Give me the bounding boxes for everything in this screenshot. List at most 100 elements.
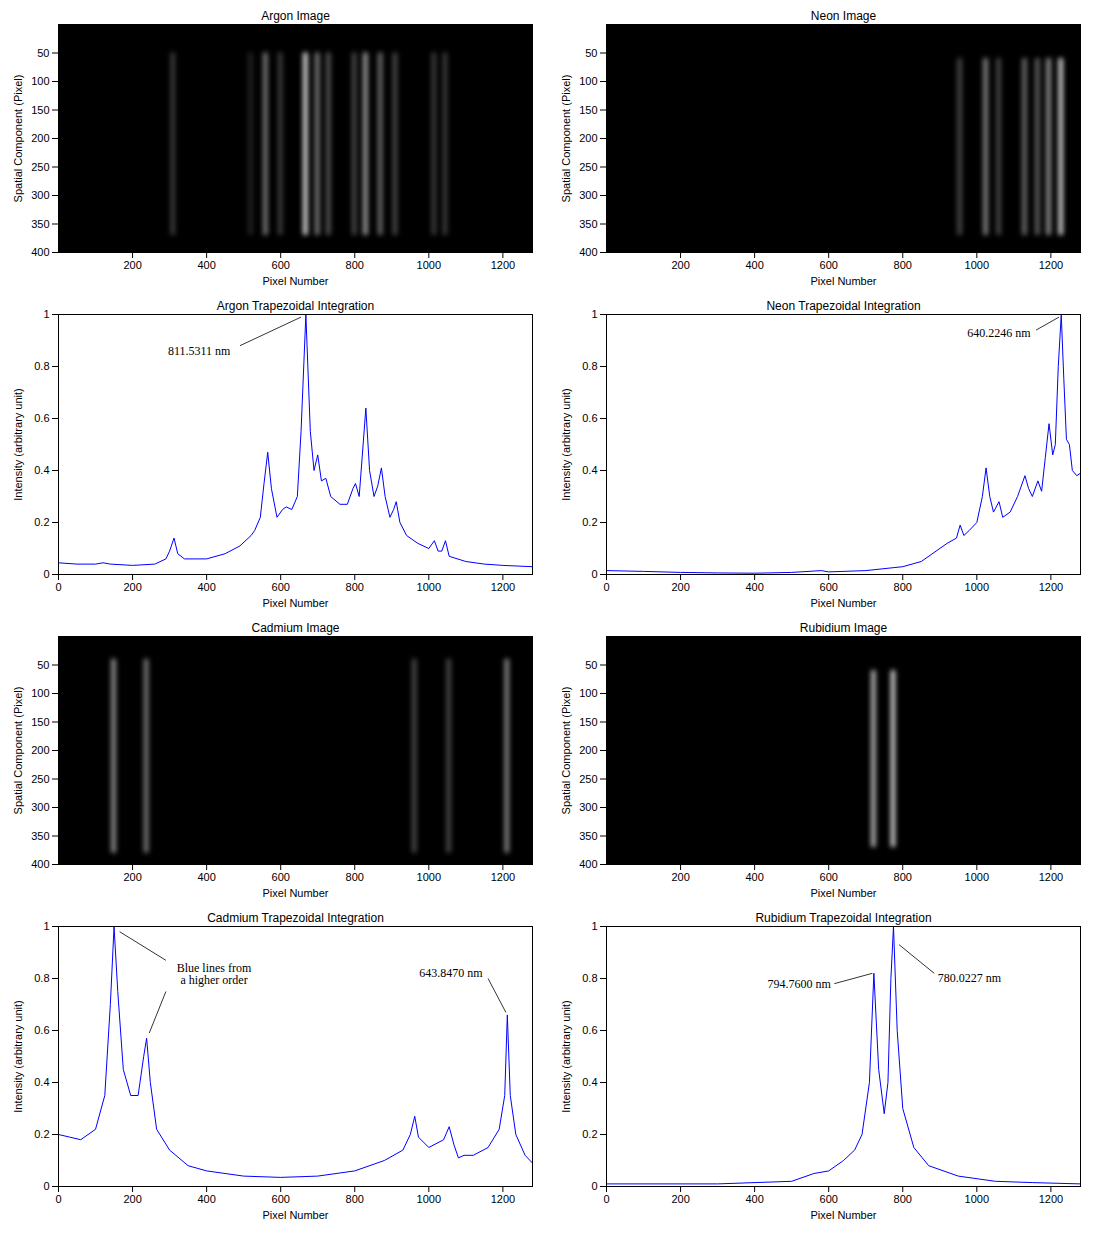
svg-text:600: 600 bbox=[820, 581, 838, 593]
svg-text:Rubidium Trapezoidal Integrati: Rubidium Trapezoidal Integration bbox=[755, 911, 931, 925]
svg-text:0.8: 0.8 bbox=[34, 360, 49, 372]
svg-text:1000: 1000 bbox=[965, 581, 989, 593]
svg-text:1000: 1000 bbox=[417, 581, 441, 593]
svg-text:0.4: 0.4 bbox=[582, 1076, 597, 1088]
svg-text:0.6: 0.6 bbox=[582, 412, 597, 424]
svg-text:200: 200 bbox=[671, 1193, 689, 1205]
svg-text:600: 600 bbox=[820, 259, 838, 271]
svg-text:400: 400 bbox=[579, 246, 597, 258]
svg-text:1000: 1000 bbox=[965, 1193, 989, 1205]
svg-text:250: 250 bbox=[31, 161, 49, 173]
svg-text:0.2: 0.2 bbox=[34, 516, 49, 528]
svg-text:200: 200 bbox=[31, 132, 49, 144]
svg-text:780.0227 nm: 780.0227 nm bbox=[938, 971, 1002, 985]
svg-text:0.8: 0.8 bbox=[582, 972, 597, 984]
svg-text:Pixel Number: Pixel Number bbox=[810, 887, 876, 899]
svg-text:Pixel Number: Pixel Number bbox=[810, 597, 876, 609]
svg-text:300: 300 bbox=[31, 801, 49, 813]
svg-text:400: 400 bbox=[31, 858, 49, 870]
svg-text:Pixel Number: Pixel Number bbox=[810, 1209, 876, 1221]
svg-text:50: 50 bbox=[37, 47, 49, 59]
svg-text:1200: 1200 bbox=[1039, 259, 1063, 271]
svg-text:Rubidium Image: Rubidium Image bbox=[800, 621, 888, 635]
svg-text:1: 1 bbox=[43, 308, 49, 320]
svg-text:800: 800 bbox=[894, 581, 912, 593]
svg-text:1200: 1200 bbox=[491, 581, 515, 593]
svg-text:600: 600 bbox=[272, 871, 290, 883]
svg-text:0: 0 bbox=[591, 1180, 597, 1192]
svg-text:Spatial Component (Pixel): Spatial Component (Pixel) bbox=[12, 75, 24, 203]
svg-text:250: 250 bbox=[31, 773, 49, 785]
svg-text:Intensity (arbitrary unit): Intensity (arbitrary unit) bbox=[12, 1000, 24, 1112]
svg-text:800: 800 bbox=[346, 259, 364, 271]
svg-text:Neon Trapezoidal Integration: Neon Trapezoidal Integration bbox=[766, 299, 920, 313]
svg-text:250: 250 bbox=[579, 773, 597, 785]
svg-text:0.4: 0.4 bbox=[34, 464, 49, 476]
svg-text:643.8470 nm: 643.8470 nm bbox=[419, 966, 483, 980]
svg-text:150: 150 bbox=[31, 716, 49, 728]
svg-text:50: 50 bbox=[37, 659, 49, 671]
svg-text:1200: 1200 bbox=[491, 1193, 515, 1205]
svg-text:0: 0 bbox=[603, 1193, 609, 1205]
svg-text:200: 200 bbox=[123, 871, 141, 883]
svg-text:0: 0 bbox=[591, 568, 597, 580]
svg-text:150: 150 bbox=[31, 104, 49, 116]
svg-text:1000: 1000 bbox=[417, 259, 441, 271]
svg-text:150: 150 bbox=[579, 104, 597, 116]
svg-text:Blue lines froma higher order: Blue lines froma higher order bbox=[177, 961, 252, 987]
svg-text:150: 150 bbox=[579, 716, 597, 728]
svg-text:0.6: 0.6 bbox=[34, 412, 49, 424]
svg-text:Pixel Number: Pixel Number bbox=[262, 275, 328, 287]
svg-text:Pixel Number: Pixel Number bbox=[262, 597, 328, 609]
svg-text:800: 800 bbox=[346, 1193, 364, 1205]
svg-text:200: 200 bbox=[579, 744, 597, 756]
svg-text:Argon Image: Argon Image bbox=[261, 9, 330, 23]
svg-text:Intensity (arbitrary unit): Intensity (arbitrary unit) bbox=[12, 388, 24, 500]
svg-text:400: 400 bbox=[579, 858, 597, 870]
svg-text:800: 800 bbox=[346, 581, 364, 593]
svg-text:800: 800 bbox=[346, 871, 364, 883]
svg-text:600: 600 bbox=[272, 581, 290, 593]
svg-text:0: 0 bbox=[603, 581, 609, 593]
svg-text:Cadmium Trapezoidal Integratio: Cadmium Trapezoidal Integration bbox=[207, 911, 384, 925]
svg-text:0.6: 0.6 bbox=[34, 1024, 49, 1036]
svg-text:Spatial Component (Pixel): Spatial Component (Pixel) bbox=[560, 75, 572, 203]
svg-text:Neon Image: Neon Image bbox=[811, 9, 877, 23]
svg-text:400: 400 bbox=[197, 581, 215, 593]
svg-text:50: 50 bbox=[585, 659, 597, 671]
svg-text:Pixel Number: Pixel Number bbox=[810, 275, 876, 287]
svg-text:0.4: 0.4 bbox=[582, 464, 597, 476]
svg-text:200: 200 bbox=[671, 259, 689, 271]
svg-text:100: 100 bbox=[579, 687, 597, 699]
svg-text:Intensity (arbitrary unit): Intensity (arbitrary unit) bbox=[560, 1000, 572, 1112]
svg-text:400: 400 bbox=[197, 871, 215, 883]
svg-text:250: 250 bbox=[579, 161, 597, 173]
svg-text:600: 600 bbox=[272, 259, 290, 271]
svg-text:200: 200 bbox=[123, 581, 141, 593]
svg-text:350: 350 bbox=[31, 830, 49, 842]
svg-text:0.8: 0.8 bbox=[34, 972, 49, 984]
svg-text:0.2: 0.2 bbox=[582, 516, 597, 528]
svg-text:100: 100 bbox=[31, 75, 49, 87]
svg-text:Pixel Number: Pixel Number bbox=[262, 1209, 328, 1221]
svg-text:Spatial Component (Pixel): Spatial Component (Pixel) bbox=[560, 687, 572, 815]
svg-text:400: 400 bbox=[745, 259, 763, 271]
svg-text:800: 800 bbox=[894, 259, 912, 271]
svg-text:600: 600 bbox=[820, 871, 838, 883]
svg-text:1000: 1000 bbox=[417, 1193, 441, 1205]
svg-text:0.8: 0.8 bbox=[582, 360, 597, 372]
svg-text:200: 200 bbox=[123, 259, 141, 271]
svg-text:0: 0 bbox=[43, 1180, 49, 1192]
svg-text:Argon Trapezoidal Integration: Argon Trapezoidal Integration bbox=[217, 299, 374, 313]
svg-text:100: 100 bbox=[31, 687, 49, 699]
svg-text:800: 800 bbox=[894, 871, 912, 883]
svg-text:0: 0 bbox=[55, 1193, 61, 1205]
svg-text:400: 400 bbox=[745, 581, 763, 593]
svg-text:350: 350 bbox=[579, 218, 597, 230]
svg-text:350: 350 bbox=[579, 830, 597, 842]
svg-text:400: 400 bbox=[197, 1193, 215, 1205]
svg-text:1: 1 bbox=[43, 920, 49, 932]
svg-text:640.2246 nm: 640.2246 nm bbox=[967, 326, 1031, 340]
svg-text:Spatial Component (Pixel): Spatial Component (Pixel) bbox=[12, 687, 24, 815]
svg-text:1: 1 bbox=[591, 920, 597, 932]
